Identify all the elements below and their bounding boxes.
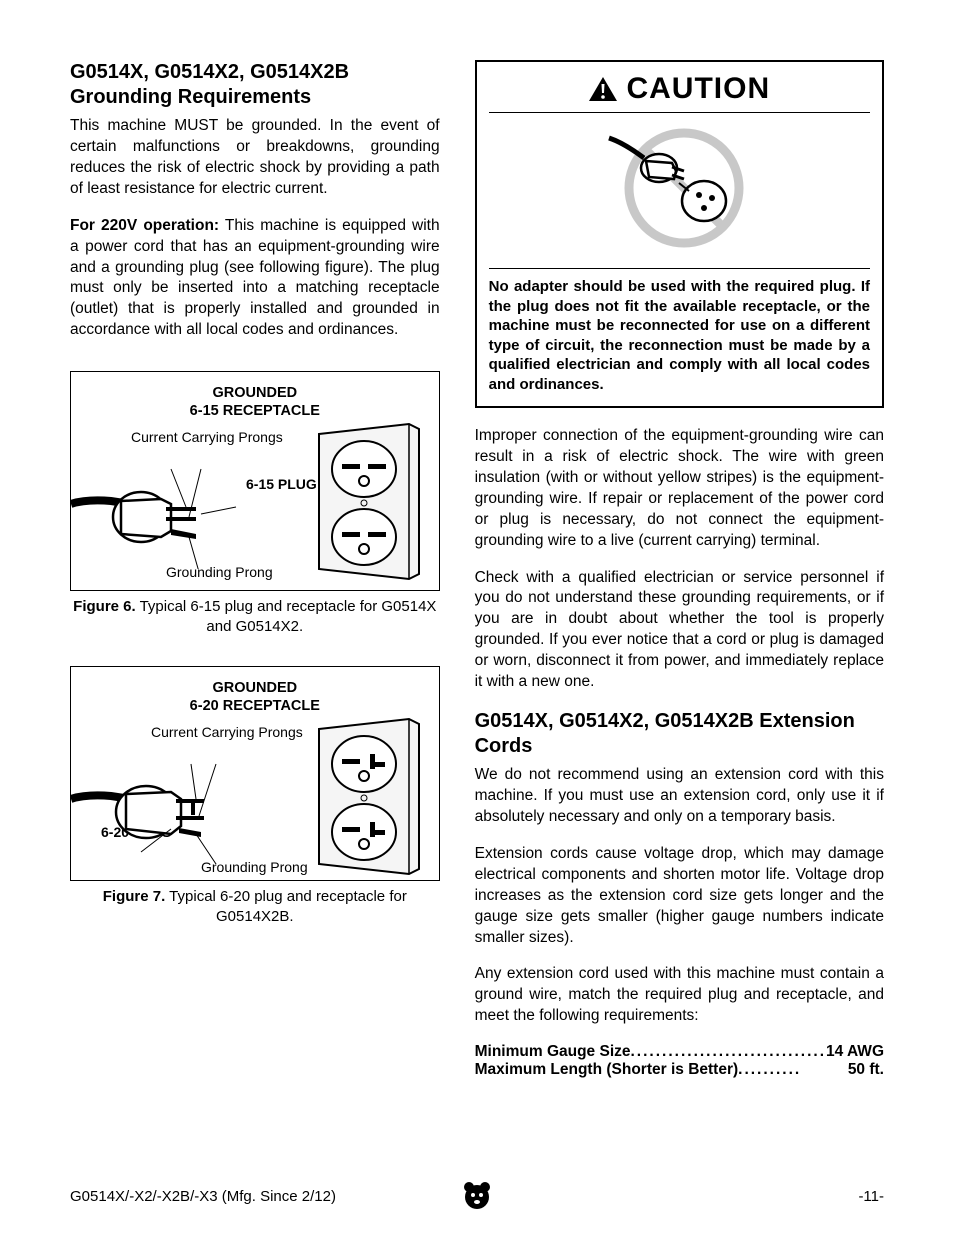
receptacle-6-15-icon [314, 419, 424, 584]
caution-text: No adapter should be used with the requi… [489, 269, 870, 394]
fig6-ccp-label: Current Carrying Prongs [131, 429, 283, 445]
receptacle-6-20-icon [314, 714, 424, 879]
footer-right: -11- [858, 1188, 884, 1205]
grounding-heading: G0514X, G0514X2, G0514X2B Grounding Requ… [70, 60, 440, 110]
bear-logo-icon [461, 1179, 493, 1215]
footer-left: G0514X/-X2/-X2B/-X3 (Mfg. Since 2/12) [70, 1188, 336, 1205]
max-length-spec: Maximum Length (Shorter is Better) .....… [475, 1061, 884, 1079]
improper-connection-para: Improper connection of the equipment-gro… [475, 426, 884, 552]
caution-header: CAUTION [489, 72, 870, 113]
ext-para-1: We do not recommend using an extension c… [475, 765, 884, 828]
grounding-para-2: For 220V operation: This machine is equi… [70, 216, 440, 342]
right-column: CAUTION No adapter shou [475, 60, 884, 1079]
figure-7-box: GROUNDED 6-20 RECEPTACLE Current Carryin… [70, 666, 440, 881]
page-columns: G0514X, G0514X2, G0514X2B Grounding Requ… [70, 60, 884, 1079]
fig6-graphic: Current Carrying Prongs 6-15 PLUG Ground… [81, 424, 429, 584]
op-220v-label: For 220V operation: [70, 217, 219, 234]
fig7-receptacle-label: GROUNDED 6-20 RECEPTACLE [81, 679, 429, 715]
check-electrician-para: Check with a qualified electrician or se… [475, 568, 884, 694]
plug-6-20-icon [71, 744, 271, 864]
warning-triangle-icon [588, 76, 618, 102]
grounding-para-1: This machine MUST be grounded. In the ev… [70, 116, 440, 200]
figure-6-caption: Figure 6. Typical 6-15 plug and receptac… [70, 597, 440, 636]
fig7-ccp-label: Current Carrying Prongs [151, 724, 303, 740]
caution-graphic [489, 113, 870, 269]
fig6-receptacle-label: GROUNDED 6-15 RECEPTACLE [81, 384, 429, 420]
ext-para-3: Any extension cord used with this machin… [475, 964, 884, 1027]
page-footer: G0514X/-X2/-X2B/-X3 (Mfg. Since 2/12) -1… [70, 1188, 884, 1205]
left-column: G0514X, G0514X2, G0514X2B Grounding Requ… [70, 60, 440, 1079]
caution-box: CAUTION No adapter shou [475, 60, 884, 408]
caution-title: CAUTION [626, 72, 770, 106]
op-220v-text: This machine is equipped with a power co… [70, 217, 440, 339]
no-adapter-icon [604, 123, 754, 253]
figure-7-caption: Figure 7. Typical 6-20 plug and receptac… [70, 887, 440, 926]
extension-cords-heading: G0514X, G0514X2, G0514X2B Extension Cord… [475, 709, 884, 759]
ext-para-2: Extension cords cause voltage drop, whic… [475, 844, 884, 949]
fig7-graphic: Current Carrying Prongs 6-20 PLUG Ground… [81, 719, 429, 879]
plug-6-15-icon [71, 449, 271, 569]
min-gauge-spec: Minimum Gauge Size .....................… [475, 1043, 884, 1061]
figure-6-box: GROUNDED 6-15 RECEPTACLE Current Carryin… [70, 371, 440, 591]
